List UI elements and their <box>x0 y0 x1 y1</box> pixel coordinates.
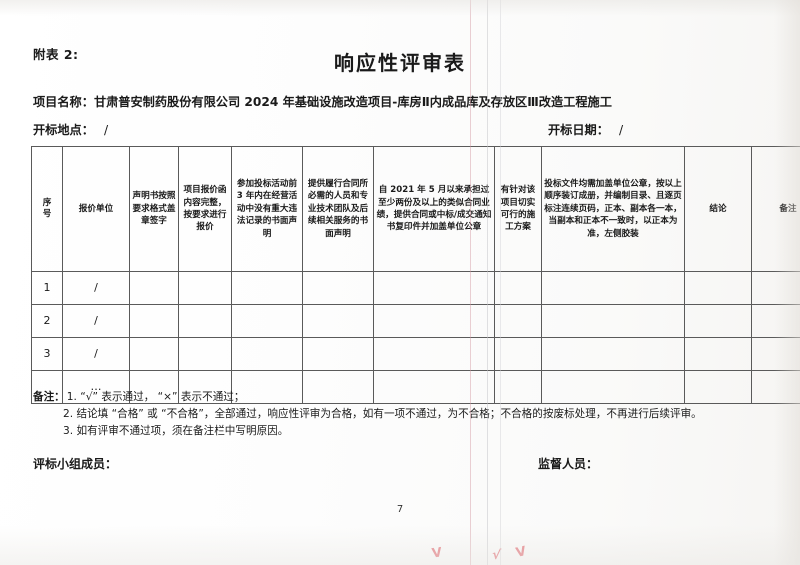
table-row: 3 / <box>31 337 800 371</box>
bid-date-value: / <box>618 123 624 137</box>
column-header-conclusion: 结论 <box>684 146 752 272</box>
project-name-label: 项目名称： <box>33 95 94 109</box>
column-header-contract-records: 自 2021 年 5 月以来承担过至少两份及以上的类似合同业绩，提供合同或中标/… <box>373 146 495 272</box>
cell-conclusion <box>684 304 752 338</box>
cell-sequence: 1 <box>31 271 63 305</box>
column-header-sequence-char2: 号 <box>42 209 52 219</box>
bid-place-label: 开标地点： <box>33 123 94 137</box>
table-row: 1 / <box>31 271 800 305</box>
cell-performance <box>373 337 495 371</box>
cell-conclusion <box>684 271 752 305</box>
red-stamp-mark-icon: √ <box>491 547 502 564</box>
cell-quote <box>178 370 232 404</box>
cell-unit: / <box>62 304 130 338</box>
cell-binding <box>541 370 685 404</box>
cell-conclusion <box>684 370 752 404</box>
attachment-label: 附表 2: <box>33 47 79 62</box>
cell-unit: / <box>62 337 130 371</box>
cell-record <box>231 337 303 371</box>
cell-team <box>302 304 374 338</box>
cell-sequence: 2 <box>31 304 63 338</box>
cell-quote <box>178 271 232 305</box>
table-header: 序 号 报价单位 声明书按照要求格式盖章签字 项目报价函内容完整，按要求进行报价… <box>31 146 800 272</box>
cell-performance <box>373 370 495 404</box>
cell-unit: … <box>62 370 130 404</box>
cell-plan <box>494 304 542 338</box>
footnote-3: 3. 如有评审不通过项，须在备注栏中写明原因。 <box>63 425 289 438</box>
red-stamp-mark-icon: Ⅴ <box>514 544 528 561</box>
cell-binding <box>541 304 685 338</box>
footnote-1-text: 1. “√” 表示通过， “×” 表示不通过； <box>66 391 245 403</box>
cell-sequence: 3 <box>31 337 63 371</box>
column-header-quotation-letter: 项目报价函内容完整，按要求进行报价 <box>178 146 232 272</box>
column-header-construction-plan: 有针对该项目切实可行的施工方案 <box>494 146 542 272</box>
cell-binding <box>541 337 685 371</box>
column-header-sequence-char1: 序 <box>42 197 52 208</box>
page-title: 响应性评审表 <box>334 51 466 75</box>
cell-binding <box>541 271 685 305</box>
cell-unit: / <box>62 271 130 305</box>
footnote-1: 备注： 1. “√” 表示通过， “×” 表示不通过； <box>33 389 773 406</box>
cell-team <box>302 337 374 371</box>
cell-decl <box>129 370 179 404</box>
cell-quote <box>178 304 232 338</box>
column-header-sequence: 序 号 <box>31 146 63 272</box>
responsiveness-review-table: 序 号 报价单位 声明书按照要求格式盖章签字 项目报价函内容完整，按要求进行报价… <box>31 146 800 404</box>
bid-place-row: 开标地点： / <box>33 120 108 138</box>
evaluation-committee-signature-label: 评标小组成员： <box>33 457 118 471</box>
cell-performance <box>373 304 495 338</box>
footnotes: 备注： 1. “√” 表示通过， “×” 表示不通过； 2. 结论填 “合格” 或… <box>33 389 773 440</box>
project-name-value: 甘肃普安制药股份有限公司 2024 年基础设施改造项目-库房Ⅱ内成品库及存放区Ⅲ… <box>93 95 612 109</box>
footnotes-heading: 备注： <box>33 391 65 403</box>
cell-remark <box>751 271 800 305</box>
table-row: … <box>31 370 800 404</box>
red-stamp-mark-icon: Ⅴ <box>431 545 444 562</box>
table-body: 1 / 2 / <box>31 271 800 404</box>
column-header-binding-requirement: 投标文件均需加盖单位公章，按以上顺序装订成册，并编制目录、且逐页标注连续页码，正… <box>541 146 685 272</box>
footnote-2: 2. 结论填 “合格” 或 “不合格”，全部通过，响应性评审为合格，如有一项不通… <box>63 408 702 421</box>
bid-place-value: / <box>103 123 109 137</box>
cell-team <box>302 370 374 404</box>
cell-decl <box>129 304 179 338</box>
cell-quote <box>178 337 232 371</box>
column-header-no-violation: 参加投标活动前 3 年内在经营活动中没有重大违法记录的书面声明 <box>231 146 303 272</box>
cell-decl <box>129 337 179 371</box>
column-header-personnel-team: 提供履行合同所必需的人员和专业技术团队及后续相关服务的书面声明 <box>302 146 374 272</box>
table-row: 2 / <box>31 304 800 338</box>
cell-team <box>302 271 374 305</box>
bid-date-label: 开标日期： <box>548 123 609 137</box>
cell-decl <box>129 271 179 305</box>
cell-plan <box>494 271 542 305</box>
cell-remark <box>751 304 800 338</box>
cell-record <box>231 304 303 338</box>
project-name-row: 项目名称：甘肃普安制药股份有限公司 2024 年基础设施改造项目-库房Ⅱ内成品库… <box>33 92 612 110</box>
cell-plan <box>494 370 542 404</box>
supervisor-signature-label: 监督人员： <box>538 457 599 471</box>
cell-conclusion <box>684 337 752 371</box>
table-header-row: 序 号 报价单位 声明书按照要求格式盖章签字 项目报价函内容完整，按要求进行报价… <box>31 146 800 272</box>
column-header-bidder-unit: 报价单位 <box>62 146 130 272</box>
cell-performance <box>373 271 495 305</box>
page-number: 7 <box>396 504 404 515</box>
cell-remark <box>751 337 800 371</box>
column-header-remark: 备注 <box>751 146 800 272</box>
cell-record <box>231 271 303 305</box>
cell-plan <box>494 337 542 371</box>
bid-date-row: 开标日期： / <box>548 120 623 138</box>
column-header-declaration-format: 声明书按照要求格式盖章签字 <box>129 146 179 272</box>
